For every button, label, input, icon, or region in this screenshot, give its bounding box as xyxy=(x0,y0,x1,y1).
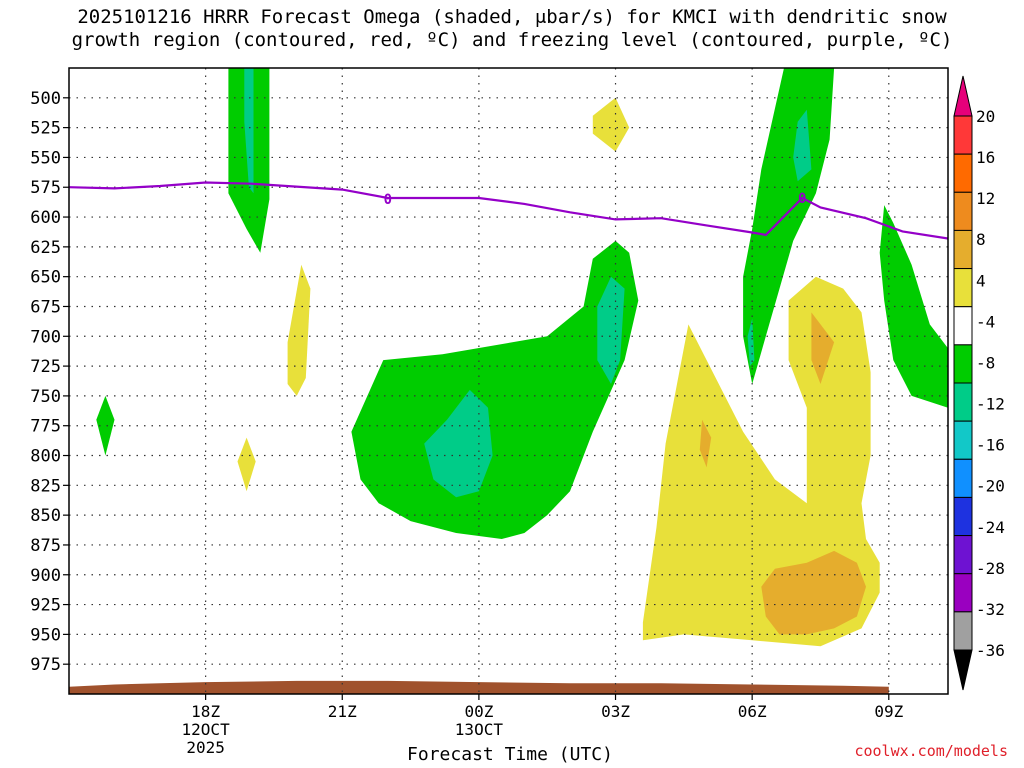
colorbar-swatch-0 xyxy=(953,115,973,155)
y-tick-label-650: 650 xyxy=(30,268,61,288)
colorbar-label-10: -24 xyxy=(976,518,1005,537)
omega-rising-moderate-4 xyxy=(424,389,493,498)
x-tick-label-18Z: 18Z xyxy=(191,702,220,721)
chart-title: 2025101216 HRRR Forecast Omega (shaded, … xyxy=(0,6,1024,52)
omega-rising-weak-6 xyxy=(743,68,835,384)
y-tick-label-500: 500 xyxy=(30,89,61,109)
y-tick-label-975: 975 xyxy=(30,655,61,675)
watermark: coolwx.com/models xyxy=(854,742,1008,760)
omega-sinking-weak-10 xyxy=(592,97,630,152)
colorbar-label-7: -12 xyxy=(976,395,1005,414)
title-line-2: growth region (contoured, red, ºC) and f… xyxy=(71,29,953,51)
y-tick-label-900: 900 xyxy=(30,566,61,586)
freezing-level-line xyxy=(69,181,948,240)
colorbar-label-5: -4 xyxy=(976,312,995,331)
colorbar-label-12: -32 xyxy=(976,600,1005,619)
y-tick-label-525: 525 xyxy=(30,119,61,139)
colorbar-swatch-8 xyxy=(953,420,973,460)
x-axis-label: Forecast Time (UTC) xyxy=(407,744,613,765)
colorbar-label-1: 16 xyxy=(976,148,995,167)
colorbar-top-triangle xyxy=(953,75,973,117)
colorbar-swatch-6 xyxy=(953,344,973,384)
x-tick-label-06Z: 06Z xyxy=(738,702,767,721)
surface-ground-17 xyxy=(69,680,889,694)
x-tick-label-21Z: 21Z xyxy=(328,702,357,721)
y-tick-label-825: 825 xyxy=(30,476,61,496)
colorbar-label-0: 20 xyxy=(976,107,995,126)
colorbar-label-4: 4 xyxy=(976,271,986,290)
omega-sinking-weak-12 xyxy=(237,437,256,492)
omega-rising-weak-9 xyxy=(879,205,948,408)
colorbar-label-11: -28 xyxy=(976,559,1005,578)
colorbar-label-8: -16 xyxy=(976,436,1005,455)
y-tick-label-600: 600 xyxy=(30,208,61,228)
omega-sinking-moderate-14 xyxy=(761,550,866,635)
x-tick-label-2025: 2025 xyxy=(186,738,225,757)
y-tick-label-775: 775 xyxy=(30,417,61,437)
colorbar-label-9: -20 xyxy=(976,477,1005,496)
y-tick-label-725: 725 xyxy=(30,357,61,377)
x-tick-label-09Z: 09Z xyxy=(874,702,903,721)
title-line-1: 2025101216 HRRR Forecast Omega (shaded, … xyxy=(77,6,947,28)
colorbar-swatch-13 xyxy=(953,611,973,651)
colorbar-swatch-4 xyxy=(953,268,973,308)
freezing-level-label-0: 0 xyxy=(384,192,392,208)
colorbar-swatch-11 xyxy=(953,535,973,575)
colorbar-swatch-12 xyxy=(953,573,973,613)
y-tick-label-575: 575 xyxy=(30,178,61,198)
colorbar-label-6: -8 xyxy=(976,353,995,372)
omega-rising-weak-2 xyxy=(96,395,115,456)
y-tick-label-675: 675 xyxy=(30,297,61,317)
y-tick-label-750: 750 xyxy=(30,387,61,407)
colorbar-swatch-10 xyxy=(953,496,973,537)
x-tick-label-03Z: 03Z xyxy=(601,702,630,721)
colorbar-swatch-2 xyxy=(953,191,973,231)
colorbar-label-13: -36 xyxy=(976,641,1005,660)
colorbar-swatch-1 xyxy=(953,153,973,193)
y-tick-label-625: 625 xyxy=(30,238,61,258)
omega-sinking-weak-11 xyxy=(287,264,311,396)
y-tick-label-850: 850 xyxy=(30,506,61,526)
y-tick-label-875: 875 xyxy=(30,536,61,556)
colorbar-swatch-7 xyxy=(953,382,973,422)
y-tick-label-925: 925 xyxy=(30,596,61,616)
omega-shading-layer xyxy=(69,68,948,694)
plot-frame xyxy=(68,67,949,695)
x-tick-label-00Z: 00Z xyxy=(464,702,493,721)
x-tick-label-13OCT: 13OCT xyxy=(455,720,504,739)
colorbar-label-3: 8 xyxy=(976,230,986,249)
y-tick-label-550: 550 xyxy=(30,148,61,168)
colorbar-swatch-3 xyxy=(953,229,973,270)
y-tick-label-800: 800 xyxy=(30,447,61,467)
colorbar-swatch-9 xyxy=(953,458,973,498)
colorbar-label-2: 12 xyxy=(976,189,995,208)
axes-layer: 500 525 550 575 600 625 650 675 700 725 750 775 800 8… xyxy=(30,67,949,757)
colorbar-bottom-triangle xyxy=(953,649,973,691)
x-tick-label-12OCT: 12OCT xyxy=(182,720,231,739)
y-tick-label-700: 700 xyxy=(30,327,61,347)
omega-rising-moderate-1 xyxy=(244,68,254,194)
y-tick-label-950: 950 xyxy=(30,625,61,645)
omega-sinking-moderate-15 xyxy=(699,419,712,468)
freezing-level-label-1: 0 xyxy=(798,191,806,207)
omega-sinking-moderate-16 xyxy=(811,312,835,384)
colorbar-swatch-5 xyxy=(953,306,973,346)
omega-rising-moderate-5 xyxy=(597,276,625,384)
omega-rising-weak-3 xyxy=(351,240,639,539)
